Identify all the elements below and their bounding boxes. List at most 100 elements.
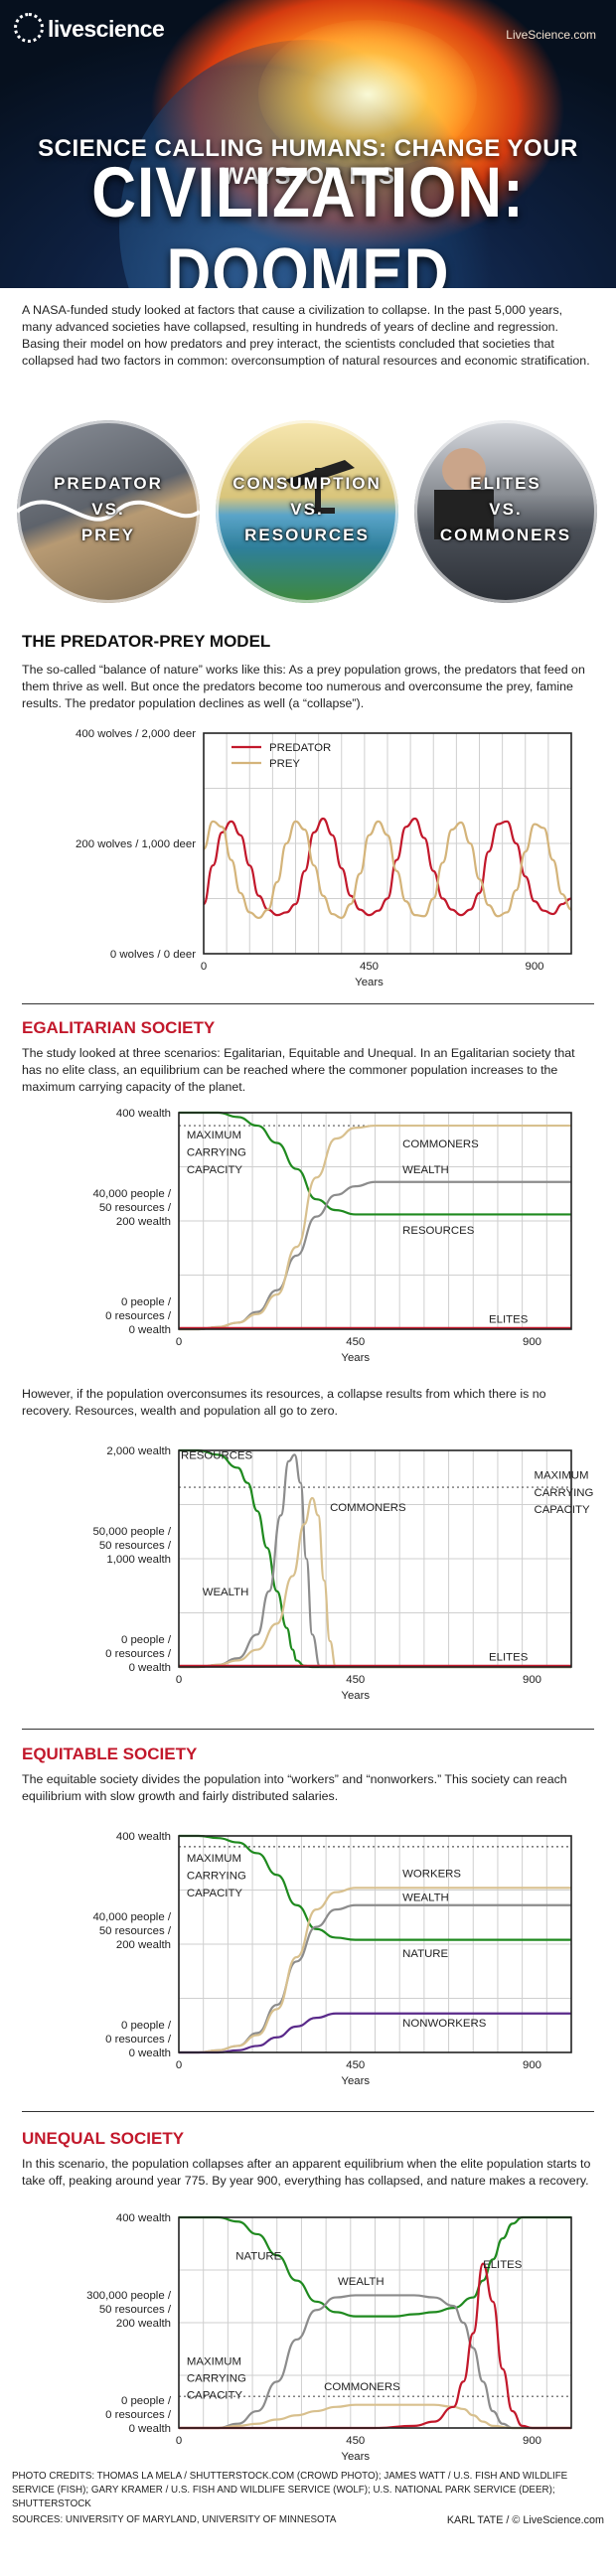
annotation-carrying: CARRYING (534, 1487, 593, 1499)
annotation-elites: ELITES (489, 1651, 529, 1663)
annotation-workers: WORKERS (402, 1868, 461, 1880)
divider (22, 1729, 594, 1730)
site-logo[interactable]: livescience (14, 16, 164, 46)
y-axis-label: 0 wealth (129, 2047, 171, 2059)
sources: SOURCES: UNIVERSITY OF MARYLAND, UNIVERS… (12, 2514, 336, 2525)
annotation-maximum: MAXIMUM (534, 1469, 588, 1481)
annotation-nature: NATURE (402, 1948, 448, 1960)
x-tick-label: 900 (523, 2435, 541, 2447)
egalitarian-chart: 80,000 people /100 resources /400 wealth… (0, 1103, 616, 1381)
annotation-carrying: CARRYING (187, 1147, 246, 1159)
legend-label-prey: PREY (269, 758, 300, 770)
annotation-nature: NATURE (235, 2250, 281, 2262)
annotation-wealth: WEALTH (402, 1892, 449, 1903)
x-tick-label: 0 (176, 1336, 182, 1348)
annotation-wealth: WEALTH (203, 1587, 249, 1598)
predator-prey-circle: PREDATOR VS. PREY (17, 420, 200, 603)
annotation-maximum: MAXIMUM (187, 1853, 241, 1865)
chart-svg: 100,000 people /100 resources /2,000 wea… (0, 1440, 616, 1709)
title-line-2: CIVILIZATION: DOOMED (0, 152, 616, 288)
equitable-chart: 80,000 people /100 resources /400 wealth… (0, 1826, 616, 2094)
y-axis-label: 200 wolves / 1,000 deer (76, 838, 196, 850)
y-axis-label: 400 wealth (116, 1108, 171, 1120)
y-axis-label: 0 wealth (129, 1324, 171, 1336)
x-axis-label: Years (341, 1352, 370, 1364)
x-tick-label: 450 (346, 2059, 365, 2071)
annotation-wealth: WEALTH (402, 1164, 449, 1176)
annotation-capacity: CAPACITY (187, 2389, 243, 2401)
chart-svg: 80,000 people /100 resources /400 wealth… (0, 1103, 616, 1371)
annotation-maximum: MAXIMUM (187, 1130, 241, 1141)
annotation-elites: ELITES (489, 1313, 529, 1325)
y-axis-label: 2,000 wealth (106, 1445, 171, 1457)
divider (22, 1003, 594, 1004)
y-axis-label: 40,000 people / (92, 1188, 171, 1200)
x-tick-label: 450 (346, 1336, 365, 1348)
egalitarian-collapse-chart: 100,000 people /100 resources /2,000 wea… (0, 1440, 616, 1709)
chart-svg: 400 wolves / 2,000 deer200 wolves / 1,00… (0, 725, 616, 995)
x-tick-label: 450 (346, 2435, 365, 2447)
chart-svg: 600,000 people /100 resources /400 wealt… (0, 2207, 616, 2470)
x-tick-label: 450 (360, 961, 379, 973)
annotation-maximum: MAXIMUM (187, 2355, 241, 2367)
x-tick-label: 0 (176, 2435, 182, 2447)
y-axis-label: 100 resources / (92, 2207, 171, 2210)
y-axis-label: 100 resources / (92, 1826, 171, 1829)
y-axis-label: 0 people / (121, 1296, 172, 1308)
predator-prey-heading: THE PREDATOR-PREY MODEL (22, 632, 270, 652)
y-axis-label: 0 resources / (105, 2034, 172, 2046)
y-axis-label: 50 resources / (99, 2304, 172, 2316)
x-tick-label: 0 (201, 961, 207, 973)
predator-prey-chart: 400 wolves / 2,000 deer200 wolves / 1,00… (0, 725, 616, 993)
x-tick-label: 900 (523, 2059, 541, 2071)
unequal-chart: 600,000 people /100 resources /400 wealt… (0, 2207, 616, 2466)
x-tick-label: 900 (523, 1674, 541, 1686)
x-tick-label: 900 (523, 1336, 541, 1348)
logo-text: livescience (48, 16, 164, 42)
equitable-text: The equitable society divides the popula… (22, 1771, 594, 1805)
x-axis-label: Years (341, 2451, 370, 2463)
annotation-commoners: COMMONERS (330, 1502, 406, 1514)
annotation-nonworkers: NONWORKERS (402, 2018, 487, 2030)
divider (22, 2111, 594, 2112)
x-tick-label: 900 (525, 961, 543, 973)
x-axis-label: Years (341, 1690, 370, 1702)
y-axis-label: 0 people / (121, 2020, 172, 2032)
y-axis-label: 100 resources / (92, 1440, 171, 1443)
site-url[interactable]: LiveScience.com (506, 28, 596, 42)
annotation-resources: RESOURCES (402, 1225, 475, 1237)
y-axis-label: 0 people / (121, 1634, 172, 1646)
annotation-elites: ELITES (483, 2259, 523, 2271)
x-tick-label: 0 (176, 1674, 182, 1686)
chart-svg: 80,000 people /100 resources /400 wealth… (0, 1826, 616, 2094)
y-axis-label: 50 resources / (99, 1202, 172, 1214)
y-axis-label: 0 wealth (129, 2423, 171, 2435)
y-axis-label: 40,000 people / (92, 1911, 171, 1923)
egalitarian-heading: EGALITARIAN SOCIETY (22, 1018, 215, 1038)
byline: KARL TATE / © LiveScience.com (447, 2514, 604, 2526)
elites-commoners-circle: ELITES VS. COMMONERS (414, 420, 597, 603)
y-axis-label: 50 resources / (99, 1540, 172, 1552)
x-axis-label: Years (355, 977, 384, 988)
annotation-capacity: CAPACITY (534, 1504, 590, 1516)
photo-credits: PHOTO CREDITS: THOMAS LA MELA / SHUTTERS… (12, 2470, 604, 2511)
unequal-text: In this scenario, the population collaps… (22, 2156, 594, 2190)
y-axis-label: 300,000 people / (86, 2290, 172, 2302)
y-axis-label: 0 wolves / 0 deer (110, 949, 196, 961)
y-axis-label: 1,000 wealth (106, 1554, 171, 1566)
x-tick-label: 0 (176, 2059, 182, 2071)
annotation-carrying: CARRYING (187, 2372, 246, 2384)
y-axis-label: 0 resources / (105, 1648, 172, 1660)
equitable-heading: EQUITABLE SOCIETY (22, 1744, 197, 1764)
y-axis-label: 0 resources / (105, 2409, 172, 2421)
y-axis-label: 0 wealth (129, 1662, 171, 1674)
intro-text: A NASA-funded study looked at factors th… (22, 302, 594, 370)
egalitarian-text-1: The study looked at three scenarios: Ega… (22, 1045, 594, 1096)
x-axis-label: Years (341, 2075, 370, 2087)
logo-burst-icon (14, 13, 44, 43)
annotation-capacity: CAPACITY (187, 1164, 243, 1176)
y-axis-label: 400 wealth (116, 2212, 171, 2224)
predator-prey-text: The so-called “balance of nature” works … (22, 662, 594, 712)
y-axis-label: 50 resources / (99, 1925, 172, 1937)
x-tick-label: 450 (346, 1674, 365, 1686)
